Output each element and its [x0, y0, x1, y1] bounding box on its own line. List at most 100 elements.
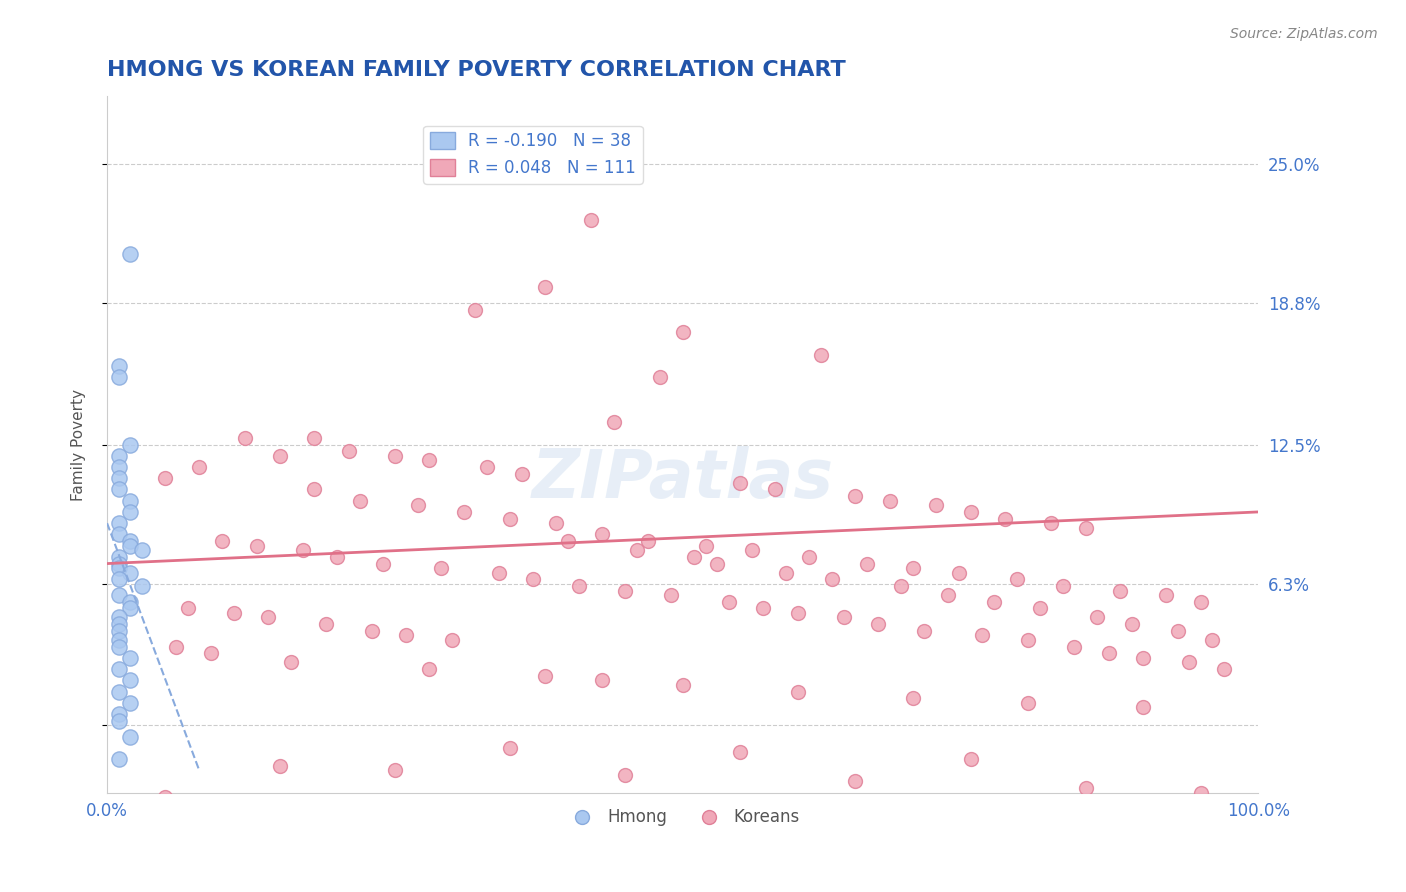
Point — [384, 449, 406, 463]
Point — [1167, 624, 1189, 638]
Point — [752, 601, 775, 615]
Point — [786, 684, 808, 698]
Point — [475, 460, 498, 475]
Point — [763, 483, 786, 497]
Point — [544, 516, 567, 530]
Point — [107, 460, 129, 475]
Point — [211, 534, 233, 549]
Point — [120, 696, 142, 710]
Point — [730, 475, 752, 490]
Point — [107, 617, 129, 632]
Point — [844, 774, 866, 789]
Text: Source: ZipAtlas.com: Source: ZipAtlas.com — [1230, 27, 1378, 41]
Point — [153, 471, 176, 485]
Point — [384, 763, 406, 777]
Point — [856, 557, 879, 571]
Point — [683, 549, 706, 564]
Point — [591, 527, 613, 541]
Point — [730, 745, 752, 759]
Point — [107, 752, 129, 766]
Point — [120, 539, 142, 553]
Point — [775, 566, 797, 580]
Point — [165, 640, 187, 654]
Point — [107, 359, 129, 373]
Point — [499, 740, 522, 755]
Point — [120, 566, 142, 580]
Point — [510, 467, 533, 481]
Point — [914, 624, 936, 638]
Point — [107, 640, 129, 654]
Point — [890, 579, 912, 593]
Point — [107, 662, 129, 676]
Point — [269, 758, 291, 772]
Point — [291, 543, 314, 558]
Point — [1063, 640, 1085, 654]
Point — [626, 543, 648, 558]
Point — [602, 415, 624, 429]
Point — [120, 534, 142, 549]
Point — [637, 534, 659, 549]
Point — [120, 730, 142, 744]
Point — [326, 549, 349, 564]
Point — [430, 561, 453, 575]
Point — [120, 601, 142, 615]
Point — [280, 656, 302, 670]
Point — [107, 516, 129, 530]
Point — [1121, 617, 1143, 632]
Point — [120, 505, 142, 519]
Point — [579, 213, 602, 227]
Point — [107, 557, 129, 571]
Point — [107, 370, 129, 384]
Point — [1074, 781, 1097, 796]
Point — [1017, 632, 1039, 647]
Text: ZIPatlas: ZIPatlas — [531, 446, 834, 512]
Point — [269, 449, 291, 463]
Point — [970, 628, 993, 642]
Point — [879, 493, 901, 508]
Point — [1109, 583, 1132, 598]
Point — [1074, 521, 1097, 535]
Point — [706, 557, 728, 571]
Point — [453, 505, 475, 519]
Point — [614, 583, 637, 598]
Point — [821, 572, 844, 586]
Point — [120, 493, 142, 508]
Text: HMONG VS KOREAN FAMILY POVERTY CORRELATION CHART: HMONG VS KOREAN FAMILY POVERTY CORRELATI… — [107, 60, 846, 79]
Point — [107, 624, 129, 638]
Point — [868, 617, 890, 632]
Point — [107, 449, 129, 463]
Point — [1028, 601, 1050, 615]
Point — [418, 453, 440, 467]
Point — [672, 325, 695, 339]
Point — [1132, 700, 1154, 714]
Point — [832, 610, 855, 624]
Point — [568, 579, 591, 593]
Point — [406, 498, 429, 512]
Point — [107, 471, 129, 485]
Legend: Hmong, Koreans: Hmong, Koreans — [558, 802, 807, 833]
Point — [107, 561, 129, 575]
Point — [1132, 651, 1154, 665]
Point — [257, 610, 280, 624]
Point — [844, 489, 866, 503]
Point — [488, 566, 510, 580]
Point — [120, 595, 142, 609]
Point — [120, 673, 142, 688]
Point — [1005, 572, 1028, 586]
Point — [120, 246, 142, 260]
Point — [533, 280, 555, 294]
Point — [533, 669, 555, 683]
Point — [315, 617, 337, 632]
Point — [200, 647, 222, 661]
Point — [107, 632, 129, 647]
Point — [176, 601, 198, 615]
Point — [337, 444, 360, 458]
Point — [464, 302, 486, 317]
Point — [395, 628, 418, 642]
Point — [741, 543, 763, 558]
Point — [107, 684, 129, 698]
Point — [1201, 632, 1223, 647]
Point — [1040, 516, 1063, 530]
Point — [810, 348, 832, 362]
Point — [1212, 662, 1234, 676]
